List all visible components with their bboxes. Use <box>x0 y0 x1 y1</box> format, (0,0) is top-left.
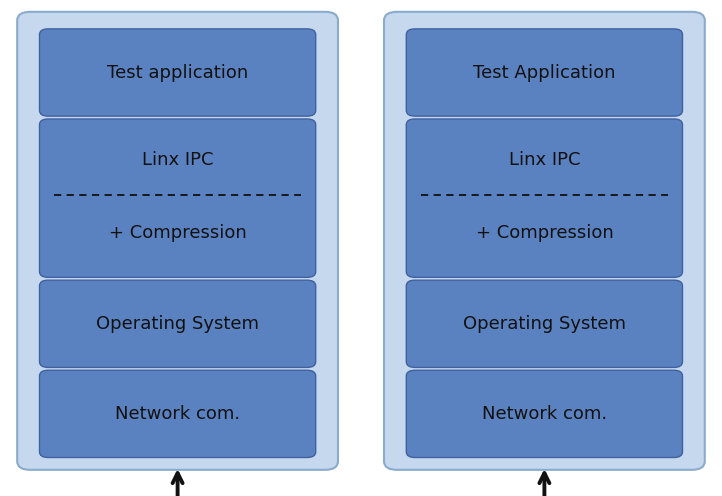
Text: Linx IPC: Linx IPC <box>509 151 580 169</box>
FancyBboxPatch shape <box>40 370 316 457</box>
Text: Network com.: Network com. <box>115 405 240 423</box>
FancyBboxPatch shape <box>40 280 316 368</box>
FancyBboxPatch shape <box>406 370 682 457</box>
Text: + Compression: + Compression <box>109 224 246 243</box>
FancyBboxPatch shape <box>40 119 316 277</box>
FancyBboxPatch shape <box>406 29 682 116</box>
Text: Operating System: Operating System <box>96 315 259 333</box>
FancyBboxPatch shape <box>17 12 338 470</box>
Text: Operating System: Operating System <box>463 315 626 333</box>
Text: Test application: Test application <box>107 63 248 81</box>
Text: Network com.: Network com. <box>482 405 607 423</box>
Text: Linx IPC: Linx IPC <box>142 151 213 169</box>
FancyBboxPatch shape <box>406 119 682 277</box>
FancyBboxPatch shape <box>384 12 705 470</box>
Text: + Compression: + Compression <box>476 224 613 243</box>
Text: Test Application: Test Application <box>473 63 616 81</box>
FancyBboxPatch shape <box>40 29 316 116</box>
FancyBboxPatch shape <box>406 280 682 368</box>
